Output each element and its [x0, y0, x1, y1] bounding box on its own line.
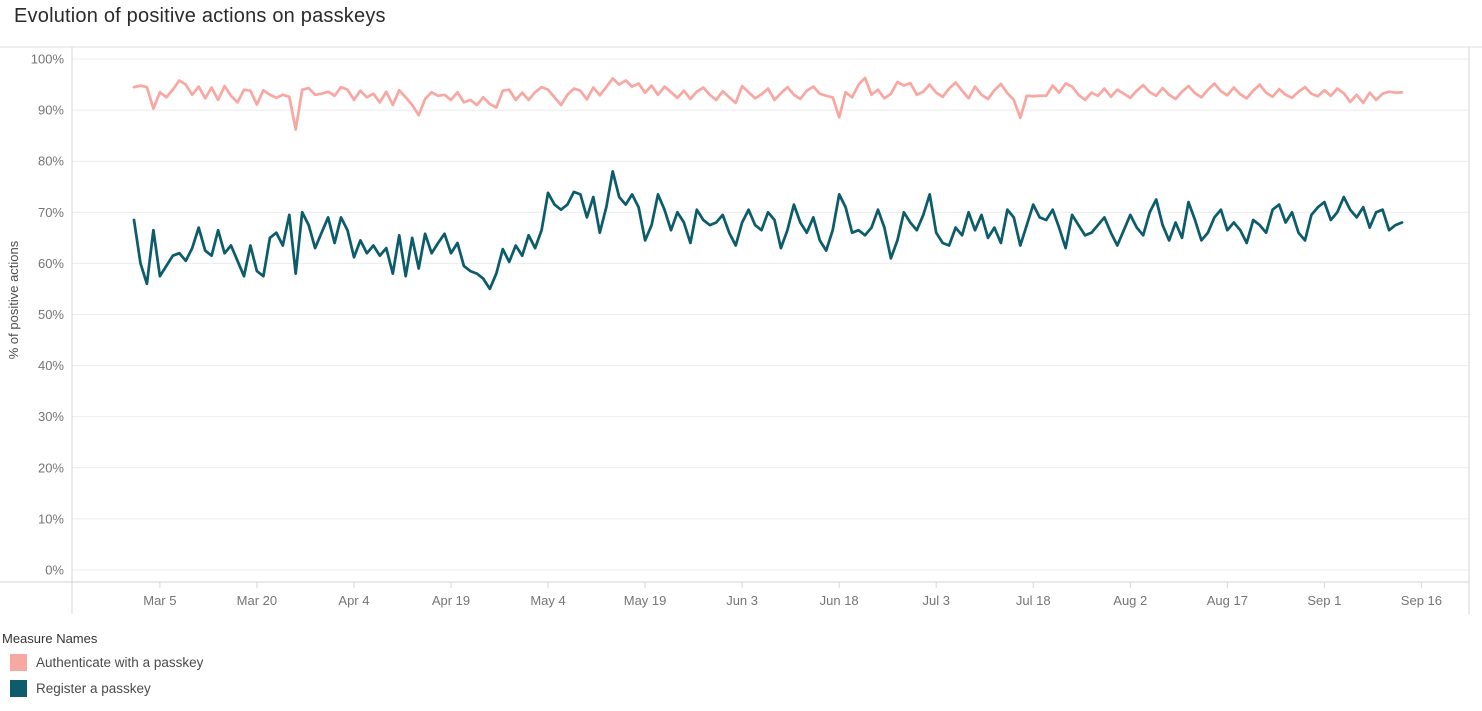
- y-tick-label: 70%: [38, 205, 64, 220]
- chart-area: % of positive actions 0% 10% 20% 30% 40% 50% 6…: [0, 46, 1482, 614]
- legend-item-authenticate-with-a-passkey[interactable]: Authenticate with a passkey: [10, 654, 203, 671]
- legend-item-label: Register a passkey: [36, 681, 151, 696]
- y-tick-label: 50%: [38, 307, 64, 322]
- x-tick-label: May 4: [530, 593, 565, 608]
- x-tick-label: Aug 2: [1113, 593, 1147, 608]
- y-tick-label: 0%: [45, 563, 64, 578]
- x-tick-label: Mar 5: [143, 593, 176, 608]
- x-tick-label: Sep 16: [1401, 593, 1442, 608]
- y-tick-label: 60%: [38, 256, 64, 271]
- y-tick-label: 90%: [38, 103, 64, 118]
- legend-item-register-a-passkey[interactable]: Register a passkey: [10, 680, 151, 697]
- x-tick-label: Jun 18: [820, 593, 859, 608]
- y-tick-label: 10%: [38, 511, 64, 526]
- x-tick-label: Jun 3: [726, 593, 758, 608]
- legend-item-label: Authenticate with a passkey: [36, 655, 204, 670]
- legend-title: Measure Names: [2, 631, 98, 646]
- x-tick-label: Mar 20: [237, 593, 277, 608]
- y-tick-label: 80%: [38, 154, 64, 169]
- y-tick-label: 20%: [38, 460, 64, 475]
- plot-area[interactable]: [72, 47, 1469, 582]
- y-tick-label: 40%: [38, 358, 64, 373]
- series-line-authenticate-with-a-passkey[interactable]: [132, 76, 1404, 131]
- page-title: Evolution of positive actions on passkey…: [14, 5, 386, 27]
- legend-color-swatch-icon: [10, 654, 27, 671]
- x-tick-label: Aug 17: [1207, 593, 1248, 608]
- x-tick-label: Sep 1: [1307, 593, 1341, 608]
- line-chart: % of positive actions 0% 10% 20% 30% 40% 50% 6…: [0, 46, 1482, 614]
- x-tick-label: Apr 19: [432, 593, 470, 608]
- series-line-register-a-passkey[interactable]: [132, 170, 1404, 291]
- y-axis-title: % of positive actions: [6, 240, 21, 359]
- y-tick-label: 30%: [38, 409, 64, 424]
- x-tick-label: Apr 4: [338, 593, 369, 608]
- y-tick-label: 100%: [31, 52, 65, 67]
- x-tick-label: Jul 18: [1016, 593, 1051, 608]
- x-tick-label: May 19: [624, 593, 667, 608]
- legend-color-swatch-icon: [10, 680, 27, 697]
- x-tick-label: Jul 3: [922, 593, 949, 608]
